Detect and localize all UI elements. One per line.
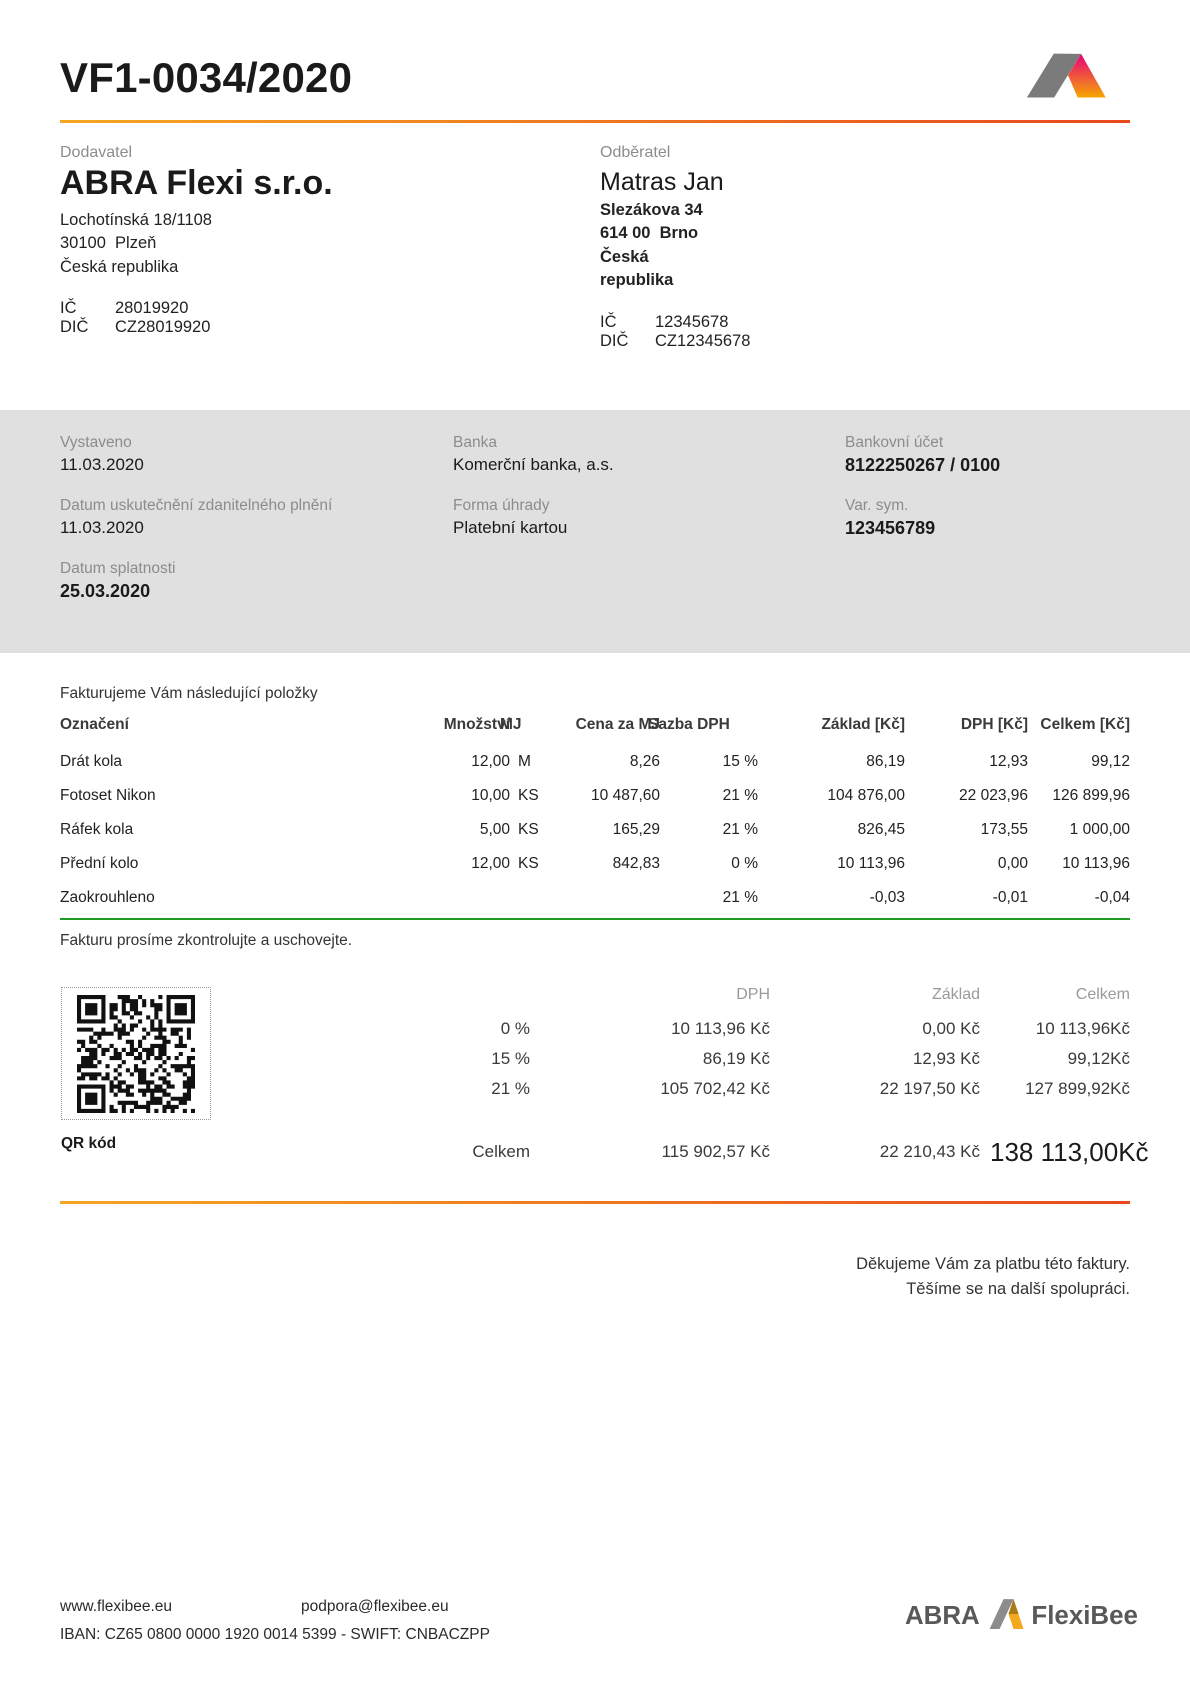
svg-text:ABRA: ABRA xyxy=(905,1602,980,1630)
svg-text:FlexiBee: FlexiBee xyxy=(1031,1602,1137,1630)
